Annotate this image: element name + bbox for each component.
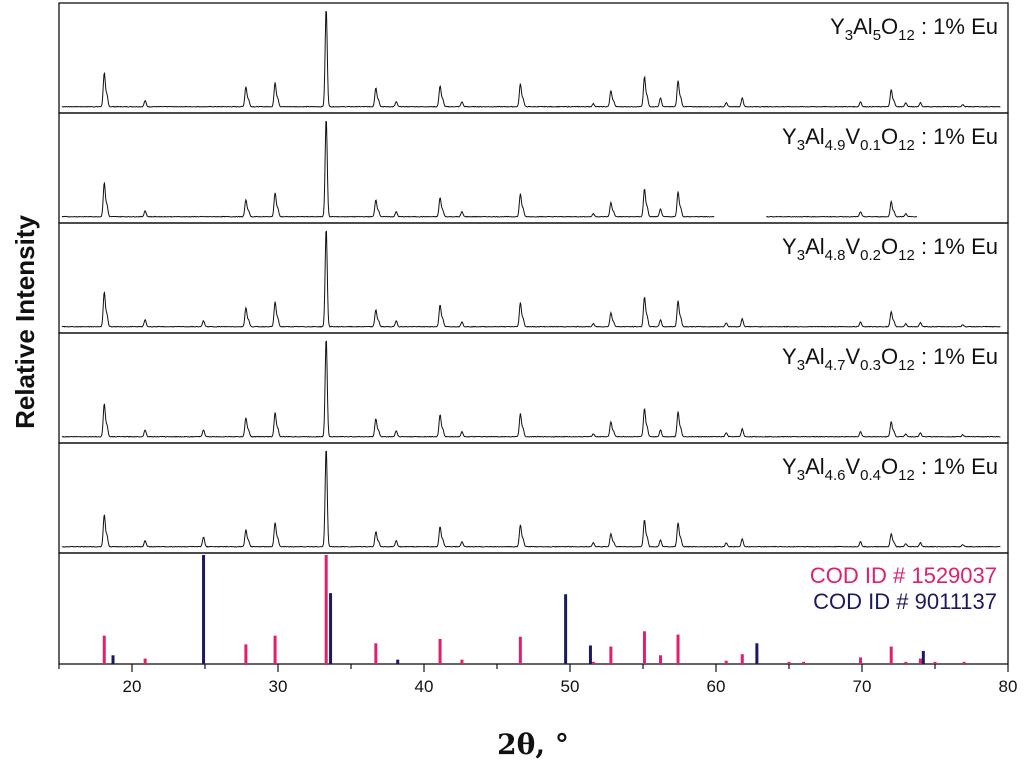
x-tick-label: 20	[123, 677, 142, 696]
series-label: Y3Al5O12 : 1% Eu	[830, 14, 998, 44]
panel-frame	[58, 332, 1009, 444]
x-tick-label: 80	[999, 677, 1018, 696]
xrd-panel-1: Y3Al5O12 : 1% Eu	[58, 2, 1009, 114]
xrd-panel-3: Y3Al4.8V0.2O12 : 1% Eu	[58, 222, 1009, 334]
xrd-pattern-line	[61, 230, 1001, 328]
legend-entry-2: COD ID # 9011137	[813, 589, 997, 614]
xrd-panel-4: Y3Al4.7V0.3O12 : 1% Eu	[58, 332, 1009, 444]
y-axis-label: Relative Intensity	[10, 215, 40, 429]
xrd-pattern-line	[61, 10, 1001, 108]
series-label: Y3Al4.7V0.3O12 : 1% Eu	[782, 344, 998, 374]
x-tick-label: 40	[415, 677, 434, 696]
xrd-pattern-line	[766, 199, 918, 218]
x-tick-label: 50	[561, 677, 580, 696]
series-label: Y3Al4.9V0.1O12 : 1% Eu	[782, 124, 998, 154]
xrd-panel-5: Y3Al4.6V0.4O12 : 1% Eu	[58, 442, 1009, 554]
x-axis-label: 2θ, °	[497, 728, 569, 761]
x-tick-label: 60	[707, 677, 726, 696]
x-tick-label: 70	[853, 677, 872, 696]
xrd-panels: Y3Al5O12 : 1% Eu Y3Al4.9V0.1O12 : 1% Eu Y3…	[58, 2, 1009, 554]
xrd-panel-2: Y3Al4.9V0.1O12 : 1% Eu	[58, 112, 1009, 224]
x-axis: 20 30 40 50 60 70 80	[58, 664, 1018, 696]
reference-frame	[58, 552, 1009, 665]
panel-frame	[58, 222, 1009, 334]
panel-frame	[58, 442, 1009, 554]
xrd-pattern-line	[61, 450, 1001, 548]
xrd-pattern-line	[61, 120, 715, 218]
panel-frame	[58, 112, 1009, 224]
series-label: Y3Al4.8V0.2O12 : 1% Eu	[782, 234, 998, 264]
legend-entry-1: COD ID # 1529037	[810, 563, 997, 588]
xrd-pattern-line	[61, 340, 1001, 438]
series-label: Y3Al4.6V0.4O12 : 1% Eu	[782, 454, 998, 484]
x-tick-label: 30	[269, 677, 288, 696]
